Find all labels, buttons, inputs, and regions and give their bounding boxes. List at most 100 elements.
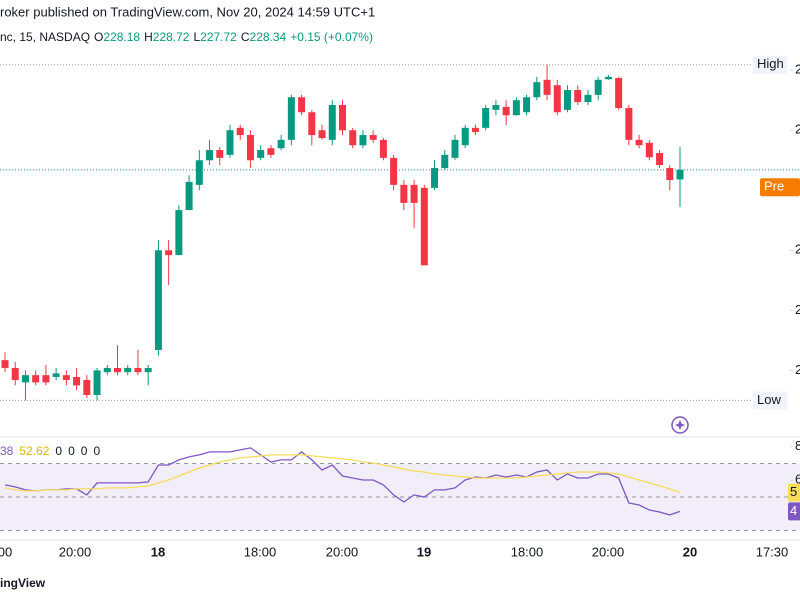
price-line-label: Pre xyxy=(764,179,784,194)
x-tick-label: 20:00 xyxy=(326,544,359,559)
candle-body xyxy=(298,97,306,113)
y-tick-label: 2 xyxy=(795,122,800,137)
candle-body xyxy=(635,139,643,146)
candle-body xyxy=(226,130,234,155)
candle-body xyxy=(308,112,316,136)
candle-body xyxy=(165,250,173,256)
candle-body xyxy=(431,168,439,188)
indicator-legend: 38 52.62 0 0 0 0 xyxy=(0,444,100,458)
candle-body xyxy=(390,157,398,185)
candle-body xyxy=(206,150,214,161)
y-tick-label: 2 xyxy=(795,302,800,317)
legend-value: 0 xyxy=(81,444,88,458)
x-tick-label: 00 xyxy=(0,544,12,559)
candle-body xyxy=(594,79,602,95)
candle-body xyxy=(482,108,490,128)
icon-star[interactable] xyxy=(675,420,685,430)
candle-body xyxy=(195,160,203,185)
ai-icon[interactable] xyxy=(671,416,689,434)
icon-circle[interactable] xyxy=(671,416,689,434)
candle-body xyxy=(410,184,418,203)
candle-body xyxy=(318,130,326,139)
candle-body xyxy=(216,150,224,158)
candle-body xyxy=(492,105,500,110)
candle-body xyxy=(328,105,336,140)
candle-body xyxy=(62,375,70,380)
ohlc-label: H xyxy=(144,30,153,44)
candle-body xyxy=(236,127,244,136)
candle-body xyxy=(103,367,111,373)
candle-body xyxy=(574,90,582,103)
candle-body xyxy=(369,135,377,140)
candle-body xyxy=(83,379,91,395)
candle-body xyxy=(461,127,469,146)
last-value-box xyxy=(788,502,800,521)
candle-body xyxy=(21,375,29,383)
ohlc-label: L xyxy=(193,30,200,44)
last-value-label: 4 xyxy=(790,503,797,518)
legend-value: 0 xyxy=(55,444,62,458)
ohlc-value: 228.34 xyxy=(250,30,287,44)
symbol: nc, 15, NASDAQ xyxy=(0,30,90,44)
ohlc-value: 227.72 xyxy=(200,30,237,44)
candle-body xyxy=(32,375,40,383)
candle-body xyxy=(451,139,459,158)
candle-body xyxy=(400,184,408,203)
candle-body xyxy=(379,139,387,158)
price-line-label: High xyxy=(757,56,784,71)
ohlc-value: 228.18 xyxy=(103,30,140,44)
x-tick-label: 17:30 xyxy=(756,544,789,559)
indicator-line xyxy=(4,454,681,494)
y-tick-label: 2 xyxy=(795,62,800,77)
candle-body xyxy=(553,85,561,113)
legend-value: 0 xyxy=(68,444,75,458)
candle-body xyxy=(185,181,193,211)
candle-body xyxy=(134,367,142,373)
candle-body xyxy=(257,150,265,158)
legend-value: 0 xyxy=(93,444,100,458)
candle-body xyxy=(73,376,81,386)
price-line-box xyxy=(753,55,787,74)
candle-body xyxy=(52,373,60,377)
candle-body xyxy=(656,153,664,166)
x-tick-label: 18:00 xyxy=(244,544,277,559)
candle-body xyxy=(502,106,510,116)
candle-body xyxy=(441,154,449,169)
candle-body xyxy=(604,76,612,80)
candle-body xyxy=(359,135,367,146)
y-tick-label: 8 xyxy=(795,438,800,453)
legend-value: 38 xyxy=(0,444,14,458)
indicator-line xyxy=(4,447,681,516)
last-value-label: 5 xyxy=(790,484,797,499)
candle-body xyxy=(584,94,592,103)
candle-body xyxy=(1,360,9,368)
candle-body xyxy=(277,139,285,149)
candle-body xyxy=(645,142,653,158)
candle-body xyxy=(154,250,162,350)
legend-value: 52.62 xyxy=(19,444,49,458)
candle-body xyxy=(564,90,571,110)
ohlc-label: O xyxy=(94,30,103,44)
candle-body xyxy=(93,370,101,395)
y-tick-label: 6 xyxy=(795,472,800,487)
candle-body xyxy=(420,187,428,266)
candle-body xyxy=(676,169,684,180)
ohlc-label: C xyxy=(241,30,250,44)
x-tick-label: 18 xyxy=(151,544,165,559)
x-tick-label: 20:00 xyxy=(592,544,625,559)
candle-body xyxy=(287,97,295,140)
candle-body xyxy=(533,82,541,98)
price-line-box xyxy=(753,391,787,410)
candle-body xyxy=(625,108,633,140)
y-tick-label: 2 xyxy=(795,362,800,377)
x-tick-label: 20 xyxy=(683,544,697,559)
candle-body xyxy=(42,375,50,383)
candle-body xyxy=(11,367,19,380)
candle-body xyxy=(615,78,623,109)
publisher-line: roker published on TradingView.com, Nov … xyxy=(0,4,375,19)
candle-body xyxy=(543,79,551,95)
x-tick-label: 20:00 xyxy=(59,544,92,559)
candle-body xyxy=(267,148,275,155)
x-tick-label: 19 xyxy=(417,544,431,559)
